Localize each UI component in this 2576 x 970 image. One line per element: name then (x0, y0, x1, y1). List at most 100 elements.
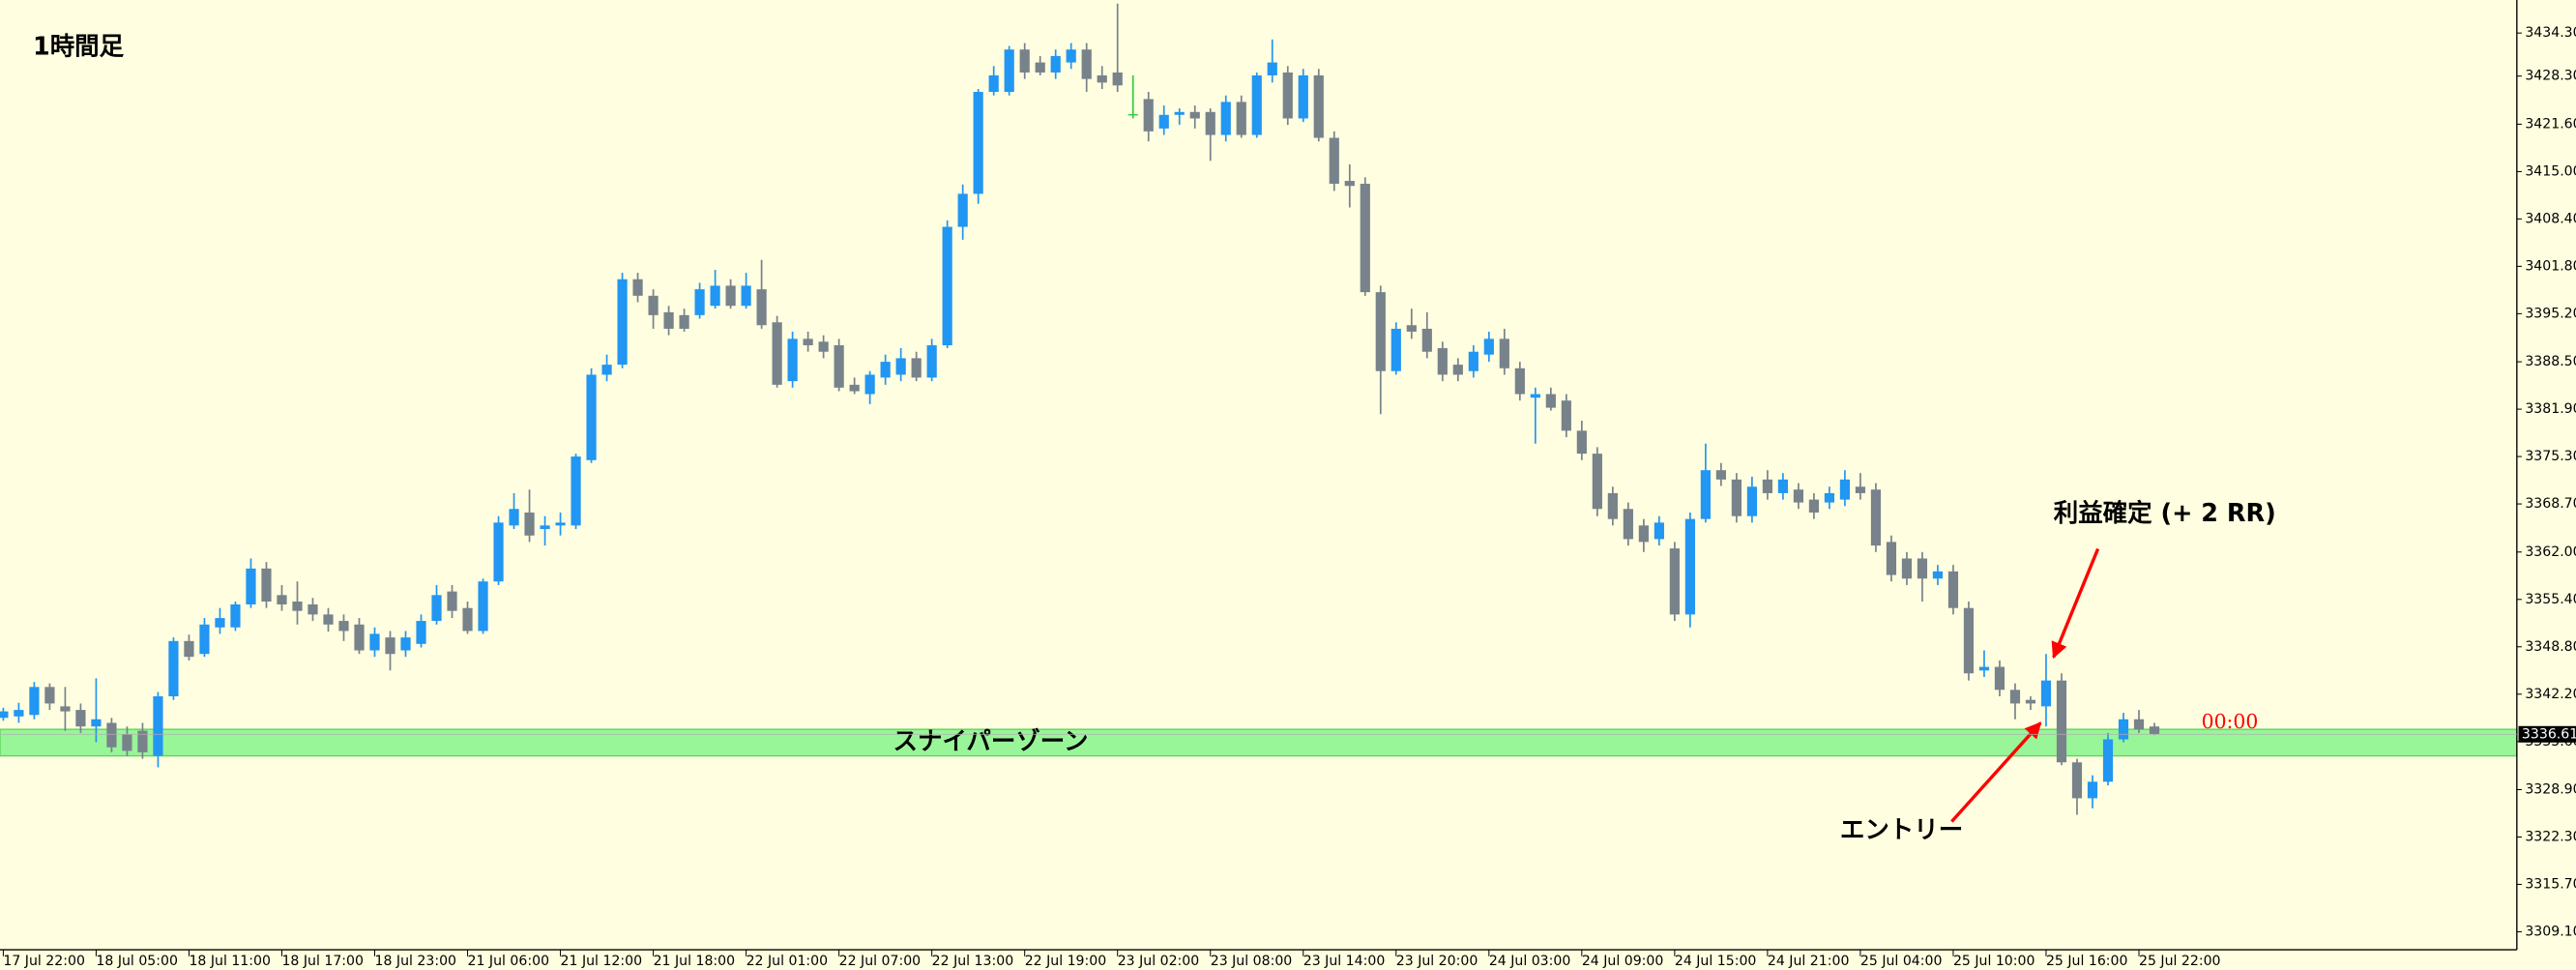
candle-body (277, 595, 287, 604)
x-tick-label: 25 Jul 22:00 (2139, 954, 2221, 969)
candle-body (2087, 781, 2098, 799)
candle-body (1947, 571, 1959, 608)
candle-body (1004, 49, 1014, 93)
candle-body (1236, 102, 1246, 135)
candle-body (1684, 518, 1695, 615)
candle-body (2133, 719, 2145, 730)
candle-body (834, 345, 844, 388)
candle-body (1468, 351, 1478, 371)
candle-body (1375, 292, 1386, 371)
candle-body (1421, 328, 1432, 352)
candle-body (1808, 499, 1820, 513)
x-tick-label: 17 Jul 22:00 (3, 954, 85, 969)
candle-body (2118, 719, 2129, 740)
candle-body (787, 338, 798, 382)
x-tick-label: 24 Jul 09:00 (1582, 954, 1664, 969)
sniper-zone (0, 728, 2518, 757)
candle-body (122, 734, 132, 751)
arrow (1950, 721, 2042, 823)
x-tick-label: 18 Jul 05:00 (96, 954, 178, 969)
candle-body (1019, 49, 1030, 73)
candle-body (44, 687, 55, 704)
candle-body (1870, 489, 1882, 546)
candle-body (895, 358, 906, 375)
candle-body (199, 624, 210, 655)
y-tick-label: 3401.80 (2525, 258, 2576, 274)
x-tick-label: 21 Jul 06:00 (468, 954, 550, 969)
candle-body (462, 607, 473, 632)
candle-body (741, 285, 751, 307)
candle-body (1777, 479, 1788, 493)
y-tick-label: 3375.30 (2525, 449, 2576, 464)
candle-body (1251, 74, 1262, 135)
candle-body (849, 384, 860, 392)
x-tick-label: 22 Jul 19:00 (1025, 954, 1107, 969)
x-tick-label: 24 Jul 15:00 (1675, 954, 1757, 969)
x-tick-label: 25 Jul 16:00 (2046, 954, 2128, 969)
candle-body (1824, 492, 1835, 503)
candle-body (1545, 394, 1556, 408)
candle-body (2040, 680, 2052, 707)
candle-body (14, 710, 24, 717)
candle-body (1360, 184, 1370, 293)
countdown: 00:00 (2202, 710, 2259, 733)
y-tick-label: 3415.00 (2525, 163, 2576, 179)
x-tick-label: 18 Jul 23:00 (375, 954, 457, 969)
candle-body (385, 637, 395, 655)
candle-body (1793, 489, 1804, 503)
candle-body (756, 289, 767, 326)
candle-body (1143, 99, 1154, 132)
candle-body (648, 295, 659, 315)
y-tick-label: 3395.20 (2525, 306, 2576, 321)
x-tick-label: 23 Jul 14:00 (1303, 954, 1386, 969)
candle-body (663, 311, 674, 329)
annotation: 利益確定 (+ 2 RR) (2054, 499, 2276, 528)
candle-body (957, 193, 968, 227)
y-tick-label: 3342.20 (2525, 687, 2576, 702)
y-tick-label: 3388.50 (2525, 354, 2576, 369)
x-tick-label: 22 Jul 13:00 (932, 954, 1014, 969)
zone-label: スナイパーゾーン (893, 727, 1089, 756)
candle-body (2102, 739, 2114, 782)
x-tick-label: 21 Jul 18:00 (654, 954, 736, 969)
candle-body (1390, 328, 1401, 371)
y-tick-label: 3328.90 (2525, 781, 2576, 797)
candle-body (1839, 479, 1851, 500)
x-tick-label: 25 Jul 04:00 (1860, 954, 1943, 969)
candle-body (1298, 74, 1308, 119)
candle-body (1901, 558, 1913, 579)
candle-body (1715, 470, 1726, 480)
candle-body (586, 374, 597, 460)
x-tick-label: 18 Jul 11:00 (189, 954, 271, 969)
candle-body (1483, 338, 1494, 355)
candle-body (60, 706, 71, 712)
candle-body (1514, 367, 1525, 395)
x-tick-label: 22 Jul 07:00 (839, 954, 922, 969)
candle-body (1081, 49, 1092, 79)
candle-body (29, 687, 40, 716)
candle-body (1746, 486, 1757, 516)
y-tick-label: 3428.30 (2525, 69, 2576, 84)
candle-body (571, 456, 581, 526)
candle-body (431, 595, 442, 622)
candle-body (942, 226, 952, 346)
candle-body (447, 591, 457, 611)
candle-body (307, 603, 318, 615)
x-tick-label: 21 Jul 12:00 (561, 954, 643, 969)
candle-body (679, 314, 689, 329)
y-tick-label: 3355.40 (2525, 592, 2576, 607)
candle-body (1220, 102, 1231, 135)
candle-body (1066, 49, 1076, 63)
x-tick-label: 18 Jul 17:00 (281, 954, 364, 969)
candle-body (632, 279, 643, 296)
candle-body (2149, 726, 2160, 735)
candle-body (478, 581, 488, 632)
candle-body (2056, 680, 2067, 763)
y-tick-label: 3348.80 (2525, 639, 2576, 655)
candle-body (91, 719, 102, 727)
x-tick-label: 24 Jul 03:00 (1489, 954, 1571, 969)
candle-body (880, 362, 891, 378)
candle-body (864, 374, 875, 395)
